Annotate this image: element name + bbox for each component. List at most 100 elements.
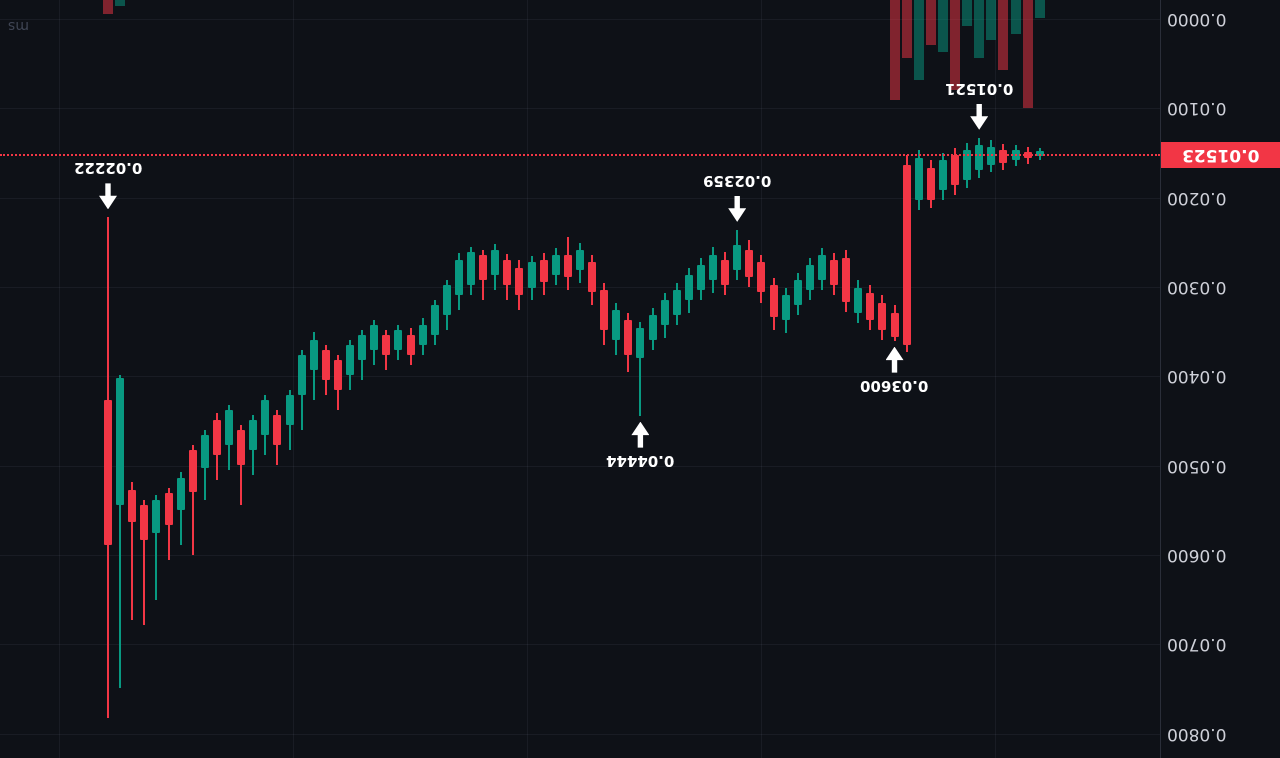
candle-body <box>926 168 935 201</box>
volume-bar <box>937 0 948 52</box>
candle-body <box>842 258 851 303</box>
candle-body <box>249 420 258 451</box>
grid-line-vertical <box>527 0 528 758</box>
candle-body <box>503 260 512 286</box>
price-tick-label: 0.0700 <box>1167 634 1227 655</box>
price-tick-label: 0.0000 <box>1167 9 1227 29</box>
candle-body <box>225 410 233 446</box>
candle-body <box>588 261 596 293</box>
price-tick-label: 0.0500 <box>1167 455 1227 476</box>
candle-body <box>394 329 403 351</box>
volume-bar <box>1022 0 1033 108</box>
candle-wick <box>131 481 134 621</box>
annotation-price-label: 0.02359 <box>692 172 782 190</box>
candle-body <box>672 289 681 315</box>
candle-wick <box>119 375 122 689</box>
candle-body <box>624 320 633 355</box>
current-price-line <box>0 154 1160 157</box>
grid-line-horizontal <box>0 554 1160 556</box>
candle-wick <box>191 445 194 555</box>
annotation-price-label: 0.03600 <box>850 377 940 395</box>
candle-body <box>781 295 790 321</box>
volume-bar <box>901 0 912 58</box>
candle-body <box>721 260 730 286</box>
candle-wick <box>143 499 146 625</box>
volume-bar <box>1010 0 1021 34</box>
arrow-up-marker[interactable] <box>885 346 904 373</box>
arrow-down-marker[interactable] <box>728 195 747 222</box>
candle-body <box>902 164 911 346</box>
candle-body <box>430 304 439 336</box>
candle-body <box>684 275 693 301</box>
volume-bar <box>950 0 960 90</box>
candle-body <box>830 260 838 286</box>
candle-body <box>866 293 875 321</box>
candle-body <box>321 350 330 380</box>
chart-area[interactable]: 0.02222 0.04444 0.02359 0.03600 0.01521 ms <box>0 0 1160 758</box>
candle-body <box>176 478 185 511</box>
candle-body <box>467 252 475 286</box>
arrow-down-marker[interactable] <box>99 183 117 210</box>
grid-line-horizontal <box>0 19 1160 20</box>
candle-body <box>612 310 621 340</box>
price-axis[interactable]: 0.0000 0.0100 0.0200 0.0300 0.0400 0.0500 0.06… <box>1160 0 1280 758</box>
annotation-price-label: 0.01521 <box>934 80 1024 98</box>
candle-body <box>491 250 500 276</box>
price-tick-label: 0.0200 <box>1167 187 1227 208</box>
current-price-label: 0.01523 <box>1182 145 1260 166</box>
candle-body <box>805 264 814 290</box>
volume-bar <box>962 0 973 26</box>
candle-body <box>116 378 125 505</box>
candle-body <box>854 287 863 313</box>
watermark-label: ms <box>8 18 29 34</box>
candle-body <box>479 254 488 280</box>
candle-body <box>914 158 923 201</box>
annotation-price-text: 0.02222 <box>73 159 143 178</box>
volume-bar <box>1034 0 1045 18</box>
volume-bar <box>913 0 924 80</box>
price-tick-label: 0.0100 <box>1167 98 1227 119</box>
candle-body <box>745 250 754 278</box>
candle-body <box>660 300 669 326</box>
price-tick-label: 0.0800 <box>1167 723 1227 744</box>
candle-body <box>600 289 609 330</box>
volume-bar <box>115 0 126 6</box>
annotation-price-label: 0.02222 <box>63 159 153 177</box>
candle-body <box>793 279 802 305</box>
candle-body <box>963 150 972 180</box>
volume-bar <box>998 0 1009 70</box>
candle-body <box>563 254 572 278</box>
candle-body <box>696 264 705 290</box>
candle-body <box>358 335 367 361</box>
candle-body <box>237 429 246 465</box>
candle-body <box>164 493 173 525</box>
candle-body <box>188 450 197 492</box>
candle-body <box>527 261 536 288</box>
grid-line-horizontal <box>0 197 1160 199</box>
candle-body <box>212 420 221 455</box>
candle-body <box>200 435 209 469</box>
candle-body <box>104 400 112 546</box>
annotation-price-text: 0.01521 <box>945 79 1014 98</box>
candle-body <box>733 245 742 270</box>
candle-body <box>951 154 959 186</box>
candle-body <box>769 285 778 318</box>
candle-body <box>309 339 318 371</box>
watermark-text: ms <box>8 18 29 34</box>
annotation-price-text: 0.02359 <box>703 171 772 190</box>
candle-body <box>418 325 427 346</box>
arrow-up-marker[interactable] <box>631 421 650 448</box>
grid-line-vertical <box>995 0 996 758</box>
candle-body <box>938 160 947 190</box>
candle-body <box>382 335 391 355</box>
price-tick-label: 0.0300 <box>1167 276 1227 297</box>
candle-body <box>261 400 270 436</box>
grid-line-vertical <box>761 0 762 758</box>
candle-body <box>333 360 342 390</box>
grid-line-horizontal <box>0 376 1160 378</box>
volume-bar <box>974 0 985 58</box>
annotation-price-label: 0.04444 <box>595 452 685 470</box>
price-tick-label: 0.0400 <box>1167 366 1227 387</box>
candle-body <box>539 260 548 282</box>
candle-wick <box>155 495 158 600</box>
